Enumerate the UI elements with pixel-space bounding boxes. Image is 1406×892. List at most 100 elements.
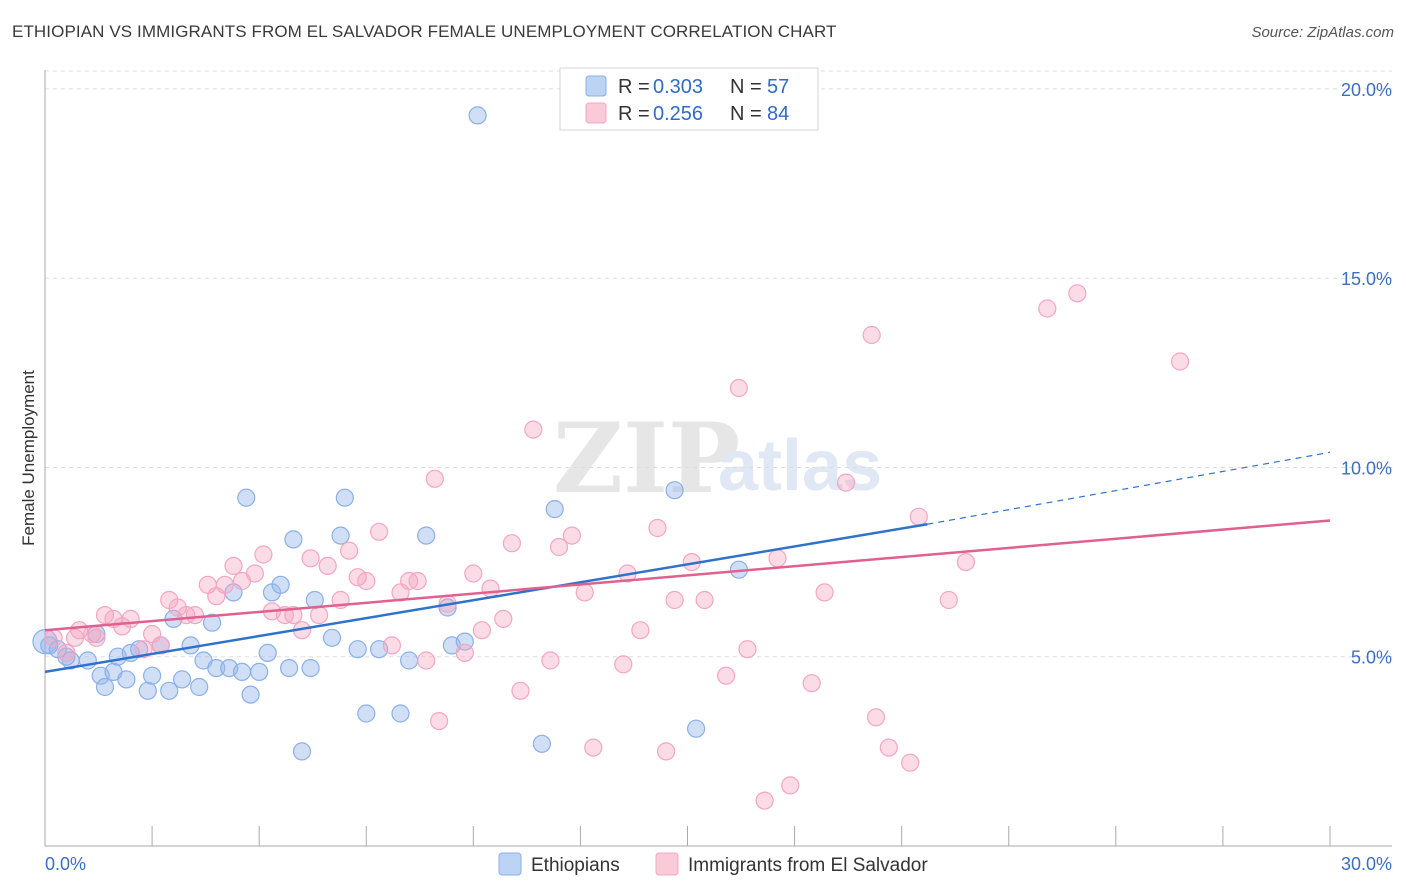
y-tick-label: 10.0% <box>1341 458 1392 478</box>
legend-n-label-ethiopians: N = <box>730 76 762 98</box>
point-salvador <box>524 420 543 439</box>
point-salvador <box>301 549 320 568</box>
point-salvador <box>631 621 650 640</box>
point-salvador <box>430 711 449 731</box>
point-salvador <box>1170 352 1190 371</box>
point-ethiopians <box>322 628 342 647</box>
legend-r-value-ethiopians: 0.303 <box>653 76 703 98</box>
point-ethiopians <box>232 662 252 682</box>
legend-r-label-salvador: R = <box>618 103 650 125</box>
point-salvador <box>224 556 243 576</box>
point-salvador <box>408 571 427 591</box>
point-salvador <box>348 568 367 587</box>
stats-legend: R = 0.303 N = 57 R = 0.256 N = 84 <box>559 67 819 131</box>
point-salvador <box>575 583 594 602</box>
point-salvador <box>340 541 359 560</box>
legend-n-value-salvador: 84 <box>767 103 789 125</box>
point-ethiopians <box>468 106 487 125</box>
point-salvador <box>382 636 401 655</box>
point-salvador <box>695 590 714 610</box>
point-ethiopians <box>160 681 179 700</box>
x-axis-ticks <box>44 826 1331 846</box>
point-salvador <box>562 526 582 545</box>
series-salvador-points <box>44 284 1190 810</box>
point-ethiopians <box>95 677 115 697</box>
point-salvador <box>464 564 483 583</box>
point-salvador <box>425 469 444 488</box>
point-salvador <box>310 605 329 625</box>
legend-swatch-ethiopians <box>585 75 607 97</box>
point-salvador <box>151 636 170 655</box>
point-ethiopians <box>190 677 209 697</box>
point-ethiopians <box>138 681 157 700</box>
point-ethiopians <box>271 575 290 594</box>
point-salvador <box>939 590 958 610</box>
watermark-zip: ZIP <box>553 402 740 515</box>
point-salvador <box>284 605 303 625</box>
point-salvador <box>656 742 676 761</box>
point-ethiopians <box>117 670 136 689</box>
trendline-ethiopians <box>44 523 928 674</box>
point-salvador <box>1068 284 1087 303</box>
point-salvador <box>215 575 234 594</box>
chart-title: ETHIOPIAN VS IMMIGRANTS FROM EL SALVADOR… <box>12 22 837 41</box>
point-salvador <box>417 651 436 670</box>
point-ethiopians <box>237 488 256 507</box>
y-tick-label: 5.0% <box>1351 648 1392 668</box>
point-ethiopians <box>203 613 222 632</box>
point-salvador <box>879 738 898 757</box>
point-salvador <box>738 640 757 659</box>
point-ethiopians <box>207 658 226 678</box>
point-ethiopians <box>391 704 410 723</box>
point-ethiopians <box>348 640 367 659</box>
legend-swatch-salvador <box>585 102 607 124</box>
point-ethiopians <box>301 658 320 678</box>
trendlines <box>44 451 1331 674</box>
point-ethiopians <box>258 643 277 663</box>
legend-n-label-salvador: N = <box>730 103 762 125</box>
point-ethiopians <box>400 651 419 670</box>
legend-n-value-ethiopians: 57 <box>767 76 789 98</box>
point-salvador <box>57 643 76 663</box>
point-salvador <box>729 378 749 398</box>
point-salvador <box>549 537 569 557</box>
point-ethiopians <box>331 526 350 545</box>
x-tick-label-min: 0.0% <box>45 854 86 874</box>
point-salvador <box>836 473 856 492</box>
series-legend: Ethiopians Immigrants from El Salvador <box>498 852 928 876</box>
point-salvador <box>956 552 976 572</box>
point-salvador <box>648 518 667 538</box>
point-ethiopians <box>357 704 376 723</box>
point-ethiopians <box>532 734 552 753</box>
series-legend-label-salvador: Immigrants from El Salvador <box>688 855 928 876</box>
point-salvador <box>472 621 491 640</box>
point-salvador <box>541 651 560 670</box>
point-salvador <box>614 655 633 674</box>
point-ethiopians <box>173 670 192 689</box>
point-salvador <box>815 583 834 602</box>
point-salvador <box>781 776 800 795</box>
point-salvador <box>584 738 603 757</box>
point-ethiopians <box>284 530 303 549</box>
point-salvador <box>44 628 63 647</box>
point-ethiopians <box>335 488 354 507</box>
point-salvador <box>802 674 821 693</box>
y-axis-title: Female Unemployment <box>19 370 38 546</box>
point-salvador <box>862 325 881 345</box>
point-salvador <box>901 753 920 772</box>
point-ethiopians <box>241 685 260 704</box>
watermark-atlas: atlas <box>718 426 882 506</box>
x-tick-label-max: 30.0% <box>1341 854 1392 874</box>
point-ethiopians <box>130 640 149 659</box>
point-ethiopians <box>305 590 324 610</box>
trendline-ethiopians-extension <box>927 451 1331 525</box>
point-salvador <box>909 507 928 526</box>
point-salvador <box>481 579 500 598</box>
y-tick-labels: 5.0% 10.0% 15.0% 20.0% <box>1341 80 1392 668</box>
legend-r-label-ethiopians: R = <box>618 76 650 98</box>
point-salvador <box>95 605 115 625</box>
point-salvador <box>768 549 787 568</box>
point-ethiopians <box>280 658 299 678</box>
point-salvador <box>502 534 521 553</box>
point-salvador <box>121 609 140 629</box>
